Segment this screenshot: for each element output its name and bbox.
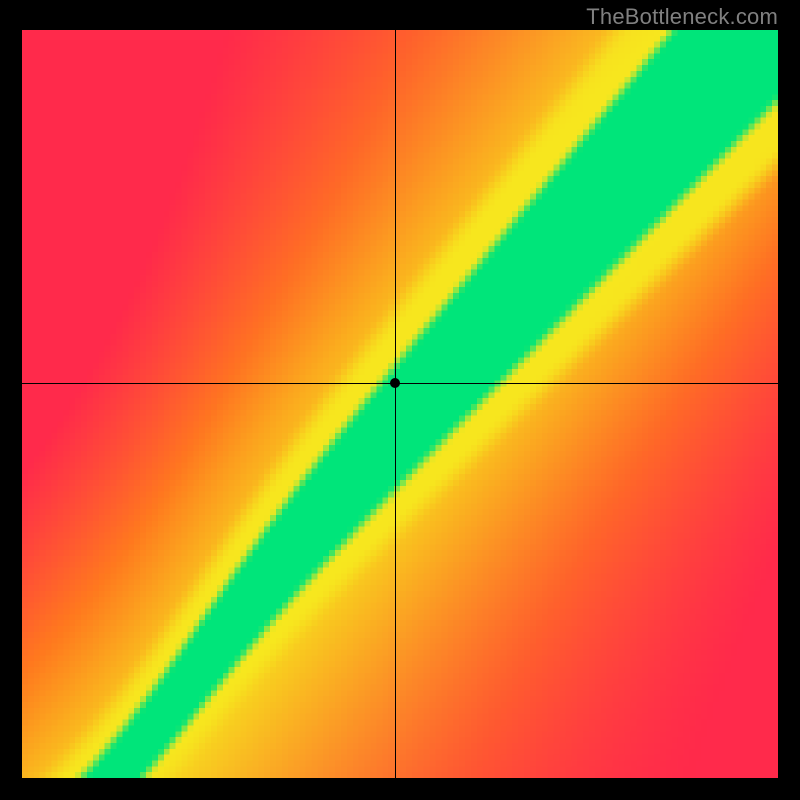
watermark-text: TheBottleneck.com (586, 4, 778, 30)
heatmap-canvas (22, 30, 778, 778)
data-point-marker (390, 378, 400, 388)
crosshair-vertical (395, 30, 396, 778)
chart-frame: TheBottleneck.com (0, 0, 800, 800)
heatmap-plot (22, 30, 778, 778)
